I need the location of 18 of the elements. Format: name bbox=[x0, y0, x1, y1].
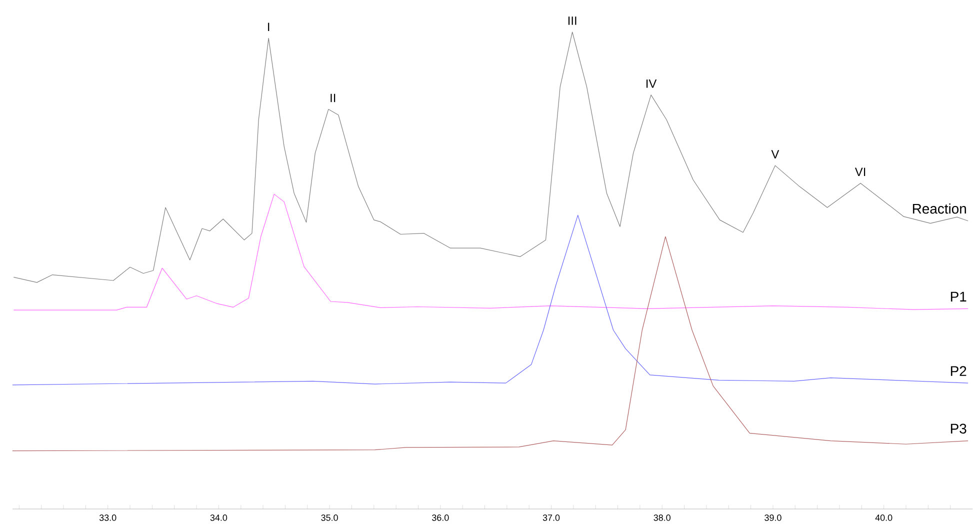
annotation: II bbox=[330, 94, 336, 102]
series-label: P3 bbox=[950, 424, 966, 434]
x-tick-label: 33.0 bbox=[99, 514, 116, 521]
series-label: P2 bbox=[950, 366, 966, 376]
x-tick-label: 39.0 bbox=[764, 514, 782, 521]
annotation: V bbox=[771, 150, 780, 158]
series-label: P1 bbox=[950, 292, 966, 302]
x-tick-label: 36.0 bbox=[432, 514, 449, 521]
annotation: III bbox=[568, 16, 576, 25]
x-tick-label: 34.0 bbox=[210, 514, 228, 521]
annotation: IV bbox=[646, 80, 657, 88]
annotation: VI bbox=[854, 168, 866, 176]
x-tick-label: 35.0 bbox=[321, 514, 338, 521]
annotation: I bbox=[268, 22, 270, 32]
x-tick-label: 38.0 bbox=[654, 514, 670, 521]
x-tick-label: 37.0 bbox=[542, 514, 560, 521]
x-tick-label: 40.0 bbox=[875, 514, 892, 521]
series-label: Reaction bbox=[912, 203, 966, 214]
